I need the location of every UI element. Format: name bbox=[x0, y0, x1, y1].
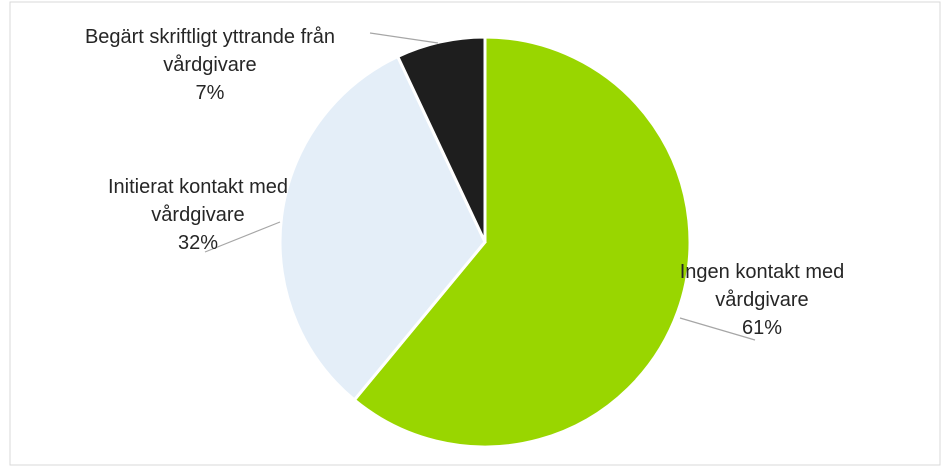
leader-line bbox=[204, 221, 281, 253]
leader-line bbox=[679, 317, 756, 341]
slice-label: Ingen kontakt med vårdgivare 61% bbox=[667, 258, 857, 342]
pie-slice bbox=[352, 35, 692, 449]
pie-slice bbox=[395, 35, 487, 243]
category-label: Begärt skriftligt yttrande från vårdgiva… bbox=[84, 26, 336, 76]
slice-label: Begärt skriftligt yttrande från vårdgiva… bbox=[70, 23, 350, 107]
slice-label: Initierat kontakt med vårdgivare 32% bbox=[103, 173, 293, 257]
pie-slice bbox=[278, 54, 487, 403]
value-label: 7% bbox=[195, 82, 225, 104]
value-label: 61% bbox=[741, 317, 783, 339]
leader-line bbox=[369, 32, 439, 44]
value-label: 32% bbox=[177, 232, 219, 254]
chart-frame bbox=[9, 1, 941, 466]
category-label: Initierat kontakt med vårdgivare bbox=[107, 176, 289, 226]
category-label: Ingen kontakt med vårdgivare bbox=[679, 261, 845, 311]
